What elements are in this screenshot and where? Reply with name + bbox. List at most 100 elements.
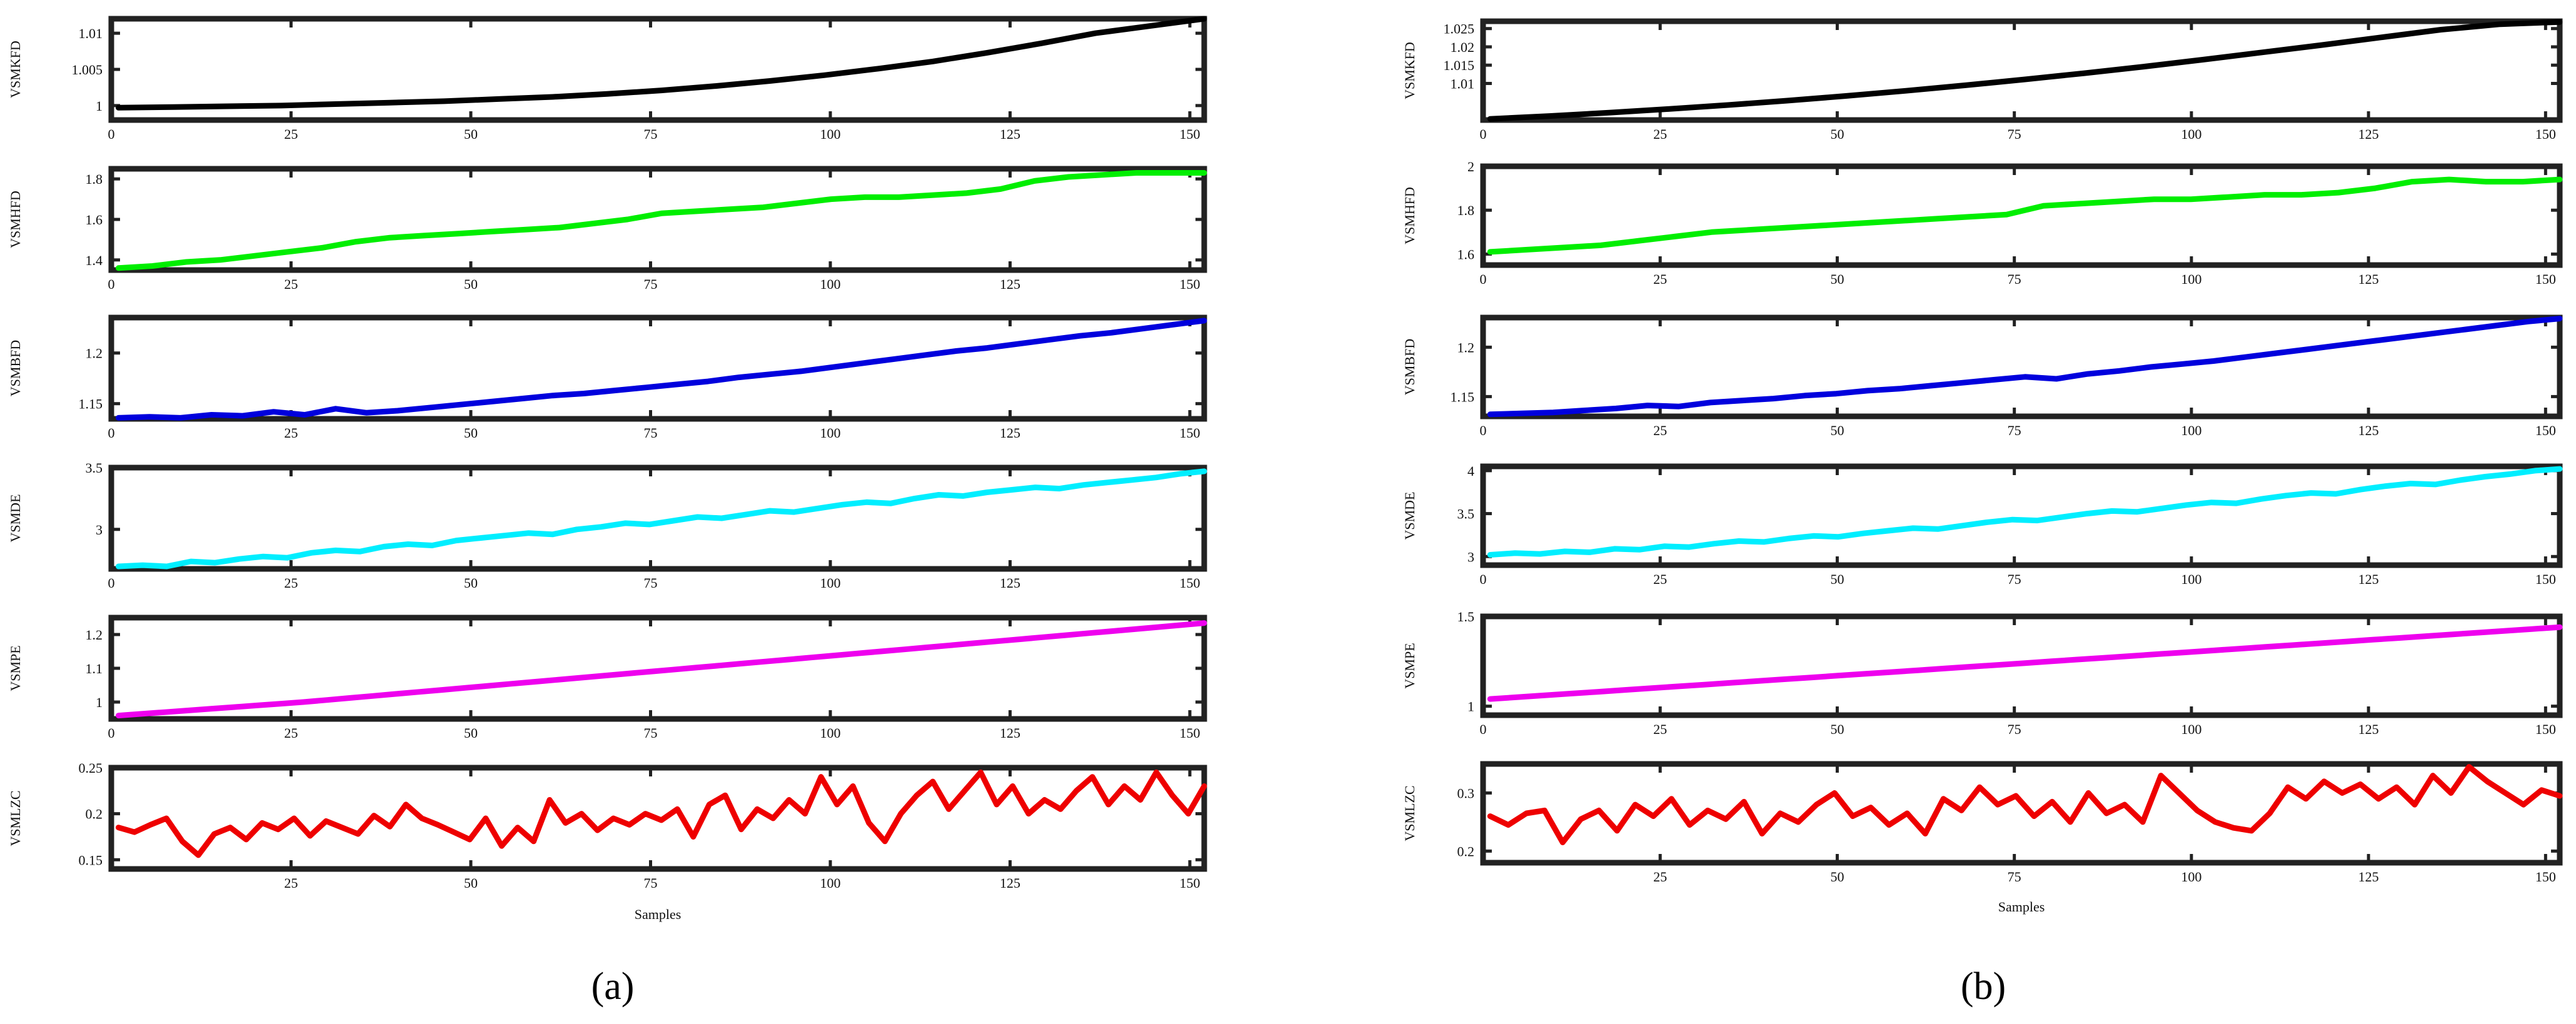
x-tick-label: 150 <box>2535 126 2556 142</box>
y-axis-label: VSMPE <box>1402 643 1417 688</box>
y-tick-label: 1.2 <box>86 627 103 643</box>
y-tick-label: 1.15 <box>79 396 103 412</box>
y-axis-label: VSMHFD <box>1402 187 1417 244</box>
y-tick-label: 1.6 <box>1457 246 1475 262</box>
x-tick-label: 100 <box>820 276 841 292</box>
x-tick-label: 75 <box>2008 271 2021 287</box>
x-tick-label: 150 <box>2535 869 2556 885</box>
x-tick-label: 100 <box>2181 721 2201 737</box>
x-tick-label: 75 <box>644 425 658 441</box>
series-line-vsmlzc <box>116 769 1207 858</box>
y-axis-label: VSMKFD <box>8 41 23 98</box>
axes-frame <box>108 464 1207 572</box>
x-tick-label: 50 <box>464 126 478 142</box>
x-tick-label: 125 <box>1000 425 1020 441</box>
x-tick-label: 125 <box>2358 869 2379 885</box>
axes-frame <box>1480 761 2563 866</box>
y-tick-label: 1.025 <box>1444 21 1475 37</box>
x-tick-label: 25 <box>1653 126 1667 142</box>
subplot-a-6: 25 50 75 100 125 150 0.15 0.2 0.25 VSMLZC <box>8 760 1207 891</box>
x-tick-label: 75 <box>2008 423 2021 438</box>
y-tick-label: 0.15 <box>79 852 103 868</box>
y-tick-label: 0.2 <box>1457 843 1475 859</box>
x-tick-label: 50 <box>1830 126 1844 142</box>
x-tick-label: 50 <box>464 276 478 292</box>
x-tick-label: 75 <box>644 575 658 591</box>
y-tick-label: 3.5 <box>86 460 103 476</box>
y-tick-label: 1.6 <box>86 212 103 228</box>
x-tick-label: 0 <box>1480 126 1487 142</box>
subplot-a-4: 0 25 50 75 100 125 150 3 3.5 VSMDE <box>8 460 1207 591</box>
x-tick-label: 125 <box>1000 875 1020 891</box>
x-tick-label: 75 <box>2008 869 2021 885</box>
subplot-b-5: 0 25 50 75 100 125 150 1 1.5 VSMPE <box>1402 609 2563 737</box>
axes-frame <box>1480 613 2563 718</box>
y-tick-label: 1.01 <box>1451 76 1475 91</box>
x-tick-label: 125 <box>1000 276 1020 292</box>
x-tick-label: 25 <box>284 875 298 891</box>
y-tick-label: 1.8 <box>86 171 103 187</box>
subplot-b-6: 25 50 75 100 125 150 0.2 0.3 VSMLZC <box>1402 761 2563 885</box>
y-tick-label: 2 <box>1467 159 1474 174</box>
series-line-vsmde <box>1487 466 2563 558</box>
x-tick-label: 75 <box>2008 126 2021 142</box>
x-tick-label: 125 <box>2358 423 2379 438</box>
y-axis-label: VSMKFD <box>1402 42 1417 99</box>
subplot-b-1: 0 25 50 75 100 125 150 1.01 1.015 1.02 1.025 VSMKFD <box>1402 18 2563 142</box>
y-tick-label: 1.02 <box>1451 39 1475 55</box>
y-tick-label: 3 <box>96 522 103 538</box>
x-tick-label: 50 <box>464 875 478 891</box>
y-axis-label: VSMHFD <box>8 191 23 248</box>
x-tick-label: 100 <box>820 725 841 741</box>
y-tick-label: 0.25 <box>79 760 103 776</box>
x-tick-label: 75 <box>2008 721 2021 737</box>
x-tick-label: 25 <box>284 126 298 142</box>
x-tick-label: 50 <box>464 575 478 591</box>
subplot-a-2: 0 25 50 75 100 125 150 1.4 1.6 1.8 VSMHFD <box>8 166 1207 292</box>
series-line-vsmpe <box>1487 624 2563 702</box>
x-tick-label: 50 <box>1830 423 1844 438</box>
y-tick-label: 1.1 <box>86 661 103 676</box>
y-tick-label: 1.01 <box>79 26 103 41</box>
series-line-vsmhfd <box>116 170 1207 271</box>
y-tick-label: 3 <box>1467 549 1474 565</box>
x-tick-label: 25 <box>1653 271 1667 287</box>
x-tick-label: 0 <box>108 425 115 441</box>
x-tick-label: 25 <box>284 575 298 591</box>
x-tick-label: 100 <box>2181 271 2201 287</box>
y-axis-label: VSMDE <box>1402 491 1417 540</box>
panel-label-b: (b) <box>1961 965 2006 1008</box>
series-line-vsmkfd <box>1487 19 2563 122</box>
x-tick-label: 50 <box>464 725 478 741</box>
y-tick-label: 1 <box>1467 699 1474 715</box>
y-tick-label: 3.5 <box>1457 506 1475 522</box>
x-tick-label: 150 <box>2535 721 2556 737</box>
axes-frame <box>1480 163 2563 268</box>
y-tick-label: 1.5 <box>1457 609 1475 625</box>
series-line-vsmpe <box>116 620 1207 719</box>
x-tick-label: 150 <box>1180 425 1200 441</box>
y-tick-label: 1.15 <box>1451 389 1475 404</box>
x-tick-label: 0 <box>108 126 115 142</box>
series-line-vsmkfd <box>116 16 1207 111</box>
x-tick-label: 100 <box>2181 423 2201 438</box>
x-tick-label: 75 <box>2008 571 2021 587</box>
x-tick-label: 125 <box>2358 271 2379 287</box>
series-line-vsmhfd <box>1487 176 2563 255</box>
x-tick-label: 125 <box>2358 721 2379 737</box>
series-line-vsmlzc <box>1487 764 2563 845</box>
x-tick-label: 75 <box>644 725 658 741</box>
subplot-a-5: 0 25 50 75 100 125 150 1 1.1 1.2 VSMPE <box>8 615 1207 741</box>
x-tick-label: 150 <box>2535 271 2556 287</box>
x-tick-label: 50 <box>1830 271 1844 287</box>
x-tick-label: 50 <box>1830 571 1844 587</box>
x-tick-label: 0 <box>108 575 115 591</box>
x-tick-label: 25 <box>1653 721 1667 737</box>
axes-frame <box>108 314 1207 422</box>
subplot-b-3: 0 25 50 75 100 125 150 1.15 1.2 VSMBFD <box>1402 314 2563 438</box>
x-tick-label: 50 <box>1830 869 1844 885</box>
x-tick-label: 125 <box>1000 126 1020 142</box>
x-tick-label: 50 <box>1830 721 1844 737</box>
y-tick-label: 1 <box>96 98 103 114</box>
